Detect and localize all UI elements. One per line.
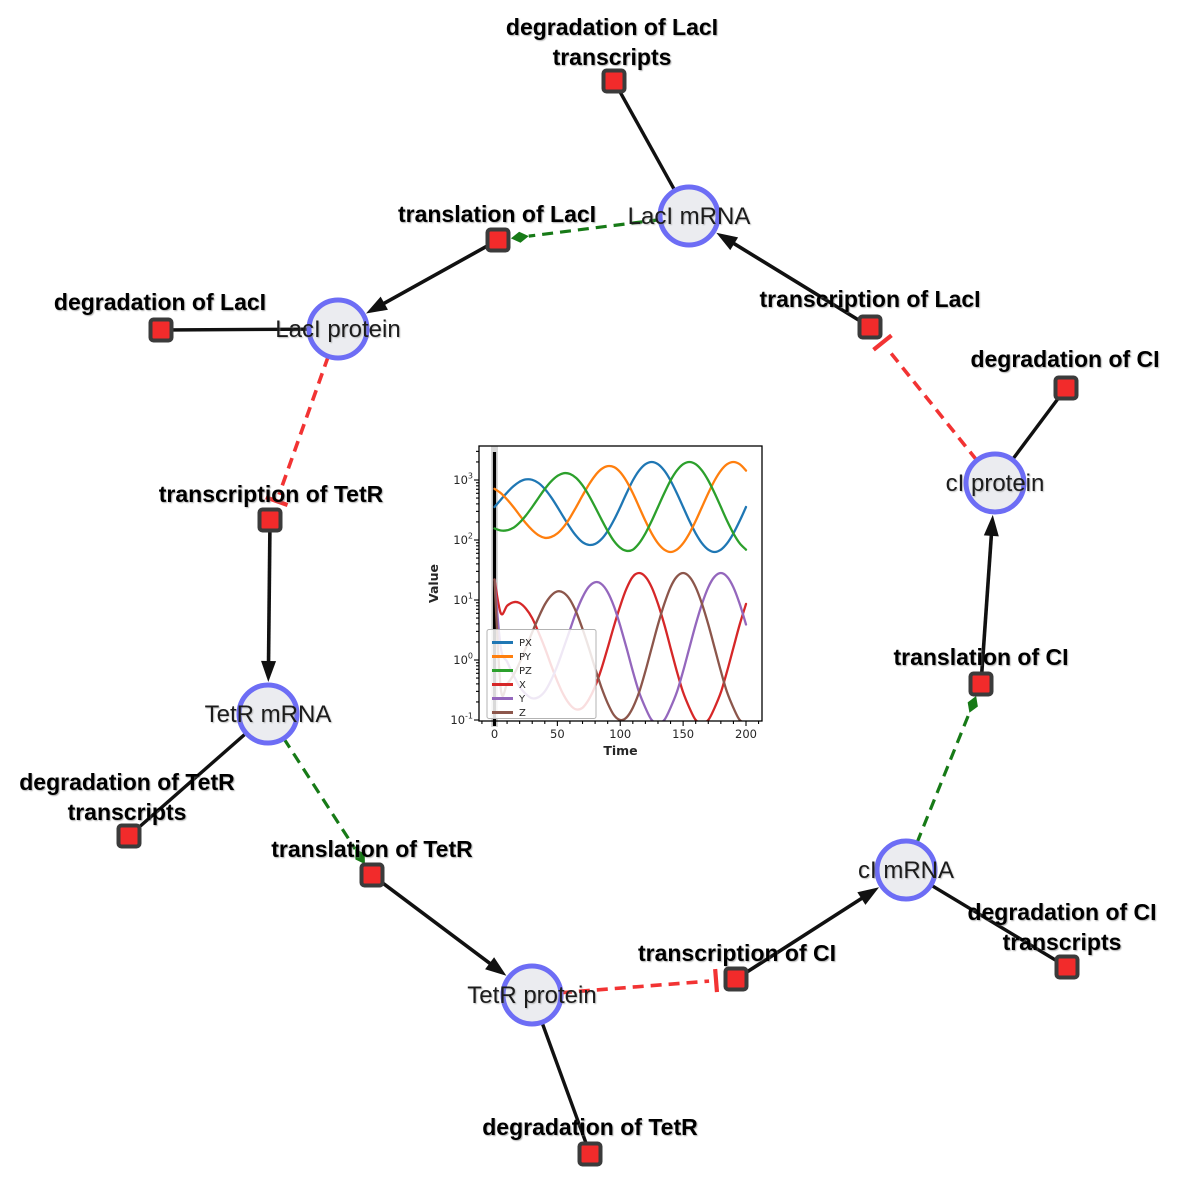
edge-tetr_protein-tx_ci — [560, 968, 720, 995]
tick-labels: 0 50 100 150 200 10-1 100 101 102 103 — [450, 472, 757, 742]
y-axis-title: Value — [426, 564, 441, 603]
reaction-node-tx_ci[interactable] — [723, 966, 749, 992]
reaction-label-deg_ci: degradation of CI — [970, 346, 1159, 372]
reaction-node-deg_ci_tx[interactable] — [1054, 954, 1080, 980]
edge-tetr_mrna-deg_tetr_tx — [127, 731, 248, 838]
svg-text:100: 100 — [453, 652, 473, 668]
species-label-laci_mrna: LacI mRNA — [628, 203, 751, 230]
series-line-PY — [493, 460, 748, 554]
edge-laci_protein-tx_tetr — [265, 355, 330, 507]
series-line-Z — [493, 571, 744, 721]
plot-legend: PX PY PZ XYZ — [486, 629, 597, 719]
nodes-layer — [116, 68, 1080, 1167]
edge-ci_mrna-transl_ci — [915, 696, 978, 844]
reaction-label-transl_ci: translation of CI — [893, 644, 1068, 670]
svg-text:X: X — [519, 680, 526, 691]
reaction-label-deg_ci_tx-line2: transcripts — [1003, 929, 1122, 955]
species-node-laci_protein[interactable] — [306, 297, 370, 361]
reaction-node-deg_laci[interactable] — [148, 317, 174, 343]
series-line-PZ — [493, 460, 748, 553]
svg-text:150: 150 — [672, 727, 694, 741]
species-node-tetr_protein[interactable] — [500, 963, 564, 1027]
reaction-label-transl_laci: translation of LacI — [398, 201, 596, 227]
edge-transl_tetr-tetr_protein — [380, 880, 507, 976]
reaction-node-transl_tetr[interactable] — [359, 862, 385, 888]
reaction-label-deg_laci: degradation of LacI — [54, 289, 266, 315]
svg-text:101: 101 — [453, 592, 473, 608]
legend-entry-PZ: PZ — [492, 666, 532, 677]
edge-laci_mrna-deg_laci_tx — [612, 80, 677, 192]
reaction-label-deg_laci_tx-line1: degradation of LacI — [506, 14, 718, 40]
reaction-node-deg_ci[interactable] — [1053, 375, 1079, 401]
species-node-ci_protein[interactable] — [963, 451, 1027, 515]
svg-text:PZ: PZ — [519, 666, 532, 677]
svg-text:102: 102 — [453, 532, 473, 548]
reaction-label-transl_tetr: translation of TetR — [271, 836, 473, 862]
species-node-ci_mrna[interactable] — [874, 838, 938, 902]
series-line-X — [493, 571, 748, 721]
svg-text:0: 0 — [491, 727, 498, 741]
labels-layer: LacI mRNA LacI protein cI protein TetR mRNA… — [19, 14, 1159, 1140]
axis-ticks — [474, 450, 760, 726]
edge-ci_mrna-deg_ci_tx — [929, 883, 1068, 969]
svg-text:100: 100 — [609, 727, 631, 741]
edge-tetr_mrna-transl_tetr — [282, 737, 365, 865]
legend-entry-Y: Y — [492, 694, 526, 705]
edge-tetr_protein-deg_tetr — [540, 1021, 592, 1155]
edge-tx_ci-ci_mrna — [745, 887, 880, 975]
species-label-ci_mrna: cI mRNA — [858, 857, 954, 884]
svg-text:50: 50 — [550, 727, 565, 741]
series-line-PX — [493, 460, 748, 554]
species-label-tetr_protein: TetR protein — [467, 982, 596, 1009]
species-node-tetr_mrna[interactable] — [236, 682, 300, 746]
reaction-node-deg_laci_tx[interactable] — [601, 68, 627, 94]
timeseries-inset: 0 50 100 150 20010-1100101102103TimeValuePXP… — [426, 425, 778, 773]
reaction-node-tx_tetr[interactable] — [257, 507, 283, 533]
reaction-node-transl_laci[interactable] — [485, 227, 511, 253]
reaction-label-deg_ci_tx-line1: degradation of CI — [967, 899, 1156, 925]
reaction-label-tx_ci: transcription of CI — [638, 940, 836, 966]
edge-transl_laci-laci_protein — [365, 244, 489, 314]
reaction-label-tx_laci: transcription of LacI — [759, 286, 980, 312]
edge-tx_tetr-tetr_mrna — [261, 531, 277, 683]
svg-text:200: 200 — [735, 727, 757, 741]
reaction-node-deg_tetr[interactable] — [577, 1141, 603, 1167]
edges-layer — [127, 80, 1068, 1155]
edge-tx_laci-laci_mrna — [716, 232, 861, 323]
reaction-node-deg_tetr_tx[interactable] — [116, 823, 142, 849]
edge-laci_mrna-transl_laci — [510, 218, 661, 243]
reaction-label-deg_tetr_tx-line2: transcripts — [68, 799, 187, 825]
species-node-laci_mrna[interactable] — [657, 184, 721, 248]
reaction-node-tx_laci[interactable] — [857, 314, 883, 340]
svg-text:103: 103 — [453, 472, 473, 488]
reaction-label-tx_tetr: transcription of TetR — [159, 481, 384, 507]
reaction-label-deg_tetr: degradation of TetR — [482, 1114, 698, 1140]
reaction-label-deg_tetr_tx-line1: degradation of TetR — [19, 769, 235, 795]
svg-text:PX: PX — [519, 638, 532, 649]
reaction-label-deg_laci_tx-line2: transcripts — [553, 44, 672, 70]
edge-laci_protein-deg_laci — [160, 327, 310, 332]
svg-text:10-1: 10-1 — [450, 712, 473, 728]
x-axis-title: Time — [603, 743, 637, 758]
legend-entry-Z: Z — [492, 708, 526, 719]
svg-text:PY: PY — [519, 652, 532, 663]
reaction-node-transl_ci[interactable] — [968, 671, 994, 697]
svg-text:Z: Z — [519, 708, 526, 719]
edge-ci_protein-tx_laci — [872, 333, 979, 462]
legend-entry-X: X — [492, 680, 526, 691]
species-label-laci_protein: LacI protein — [275, 316, 400, 343]
legend-entry-PY: PY — [492, 652, 532, 663]
svg-text:Y: Y — [518, 694, 526, 705]
legend-entry-PX: PX — [492, 638, 532, 649]
species-label-ci_protein: cI protein — [946, 470, 1045, 497]
species-label-tetr_mrna: TetR mRNA — [205, 701, 332, 728]
edge-transl_ci-ci_protein — [980, 514, 999, 673]
